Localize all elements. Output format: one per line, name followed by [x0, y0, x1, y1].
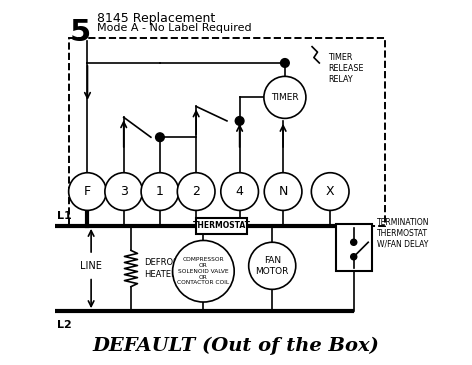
Bar — [336, 224, 372, 271]
Circle shape — [141, 173, 179, 210]
Bar — [69, 38, 385, 226]
Text: LINE: LINE — [80, 261, 102, 271]
Circle shape — [177, 173, 215, 210]
Text: 2: 2 — [192, 185, 200, 198]
Text: FAN
MOTOR: FAN MOTOR — [255, 256, 289, 276]
Text: 8145 Replacement: 8145 Replacement — [97, 12, 215, 25]
Circle shape — [264, 76, 306, 118]
Text: TIMER
RELEASE
RELAY: TIMER RELEASE RELAY — [329, 53, 364, 84]
Circle shape — [249, 242, 296, 289]
Text: 3: 3 — [120, 185, 127, 198]
Text: DEFROST
HEATER: DEFROST HEATER — [143, 258, 183, 278]
Text: N: N — [278, 185, 288, 198]
Text: F: F — [84, 185, 91, 198]
Text: Mode A - No Label Required: Mode A - No Label Required — [97, 23, 251, 33]
Circle shape — [312, 173, 349, 210]
Circle shape — [68, 173, 106, 210]
Text: L2: L2 — [57, 320, 71, 330]
Text: X: X — [326, 185, 335, 198]
Circle shape — [173, 241, 234, 302]
Circle shape — [156, 133, 164, 142]
Text: TERMINATION
THERMOSTAT
W/FAN DELAY: TERMINATION THERMOSTAT W/FAN DELAY — [377, 218, 430, 249]
Text: 5: 5 — [69, 18, 91, 47]
Text: 1: 1 — [156, 185, 164, 198]
Text: THERMOSTAT: THERMOSTAT — [193, 222, 251, 230]
Circle shape — [351, 254, 357, 260]
Text: L1: L1 — [57, 211, 71, 220]
Circle shape — [235, 116, 244, 125]
Circle shape — [280, 59, 289, 67]
Circle shape — [264, 173, 302, 210]
Circle shape — [221, 173, 259, 210]
Text: COMPRESSOR
OR
SOLENOID VALVE
OR
CONTACTOR COIL: COMPRESSOR OR SOLENOID VALVE OR CONTACTO… — [177, 257, 229, 285]
Circle shape — [351, 239, 357, 245]
Text: TIMER: TIMER — [271, 93, 299, 102]
Circle shape — [105, 173, 143, 210]
Text: DEFAULT (Out of the Box): DEFAULT (Out of the Box) — [93, 337, 379, 355]
Text: 4: 4 — [236, 185, 244, 198]
Bar — [196, 218, 247, 234]
